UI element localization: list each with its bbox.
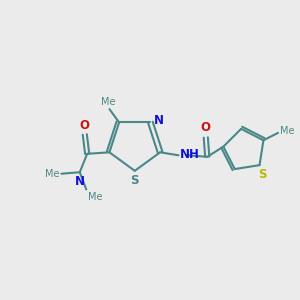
Text: N: N xyxy=(75,175,85,188)
Text: NH: NH xyxy=(180,148,200,161)
Text: Me: Me xyxy=(101,97,115,107)
Text: S: S xyxy=(130,174,138,188)
Text: Me: Me xyxy=(44,169,59,179)
Text: Me: Me xyxy=(280,126,295,136)
Text: O: O xyxy=(80,118,90,131)
Text: N: N xyxy=(154,114,164,128)
Text: S: S xyxy=(258,168,267,181)
Text: Me: Me xyxy=(88,192,102,202)
Text: O: O xyxy=(201,122,211,134)
